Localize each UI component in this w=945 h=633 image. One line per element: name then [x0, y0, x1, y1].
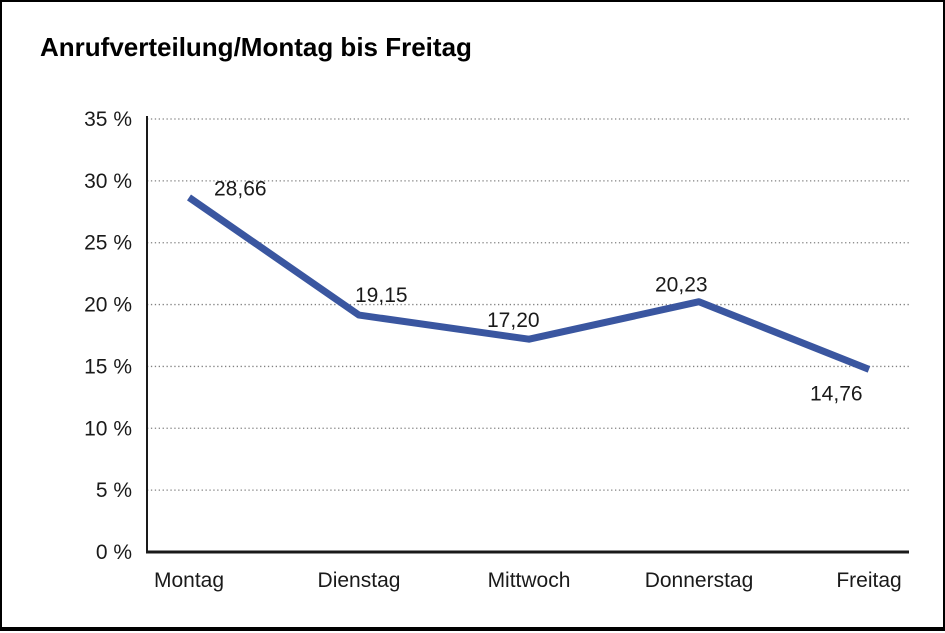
data-point-label: 28,66: [214, 177, 267, 200]
x-axis-label: Mittwoch: [488, 569, 571, 592]
x-axis-label: Donnerstag: [645, 569, 754, 592]
x-axis-label: Dienstag: [318, 569, 401, 592]
y-axis-tick-label: 35 %: [84, 108, 132, 131]
x-axis-label: Freitag: [836, 569, 901, 592]
data-point-label: 20,23: [655, 274, 708, 297]
y-axis-tick-label: 15 %: [84, 355, 132, 378]
chart-title: Anrufverteilung/Montag bis Freitag: [40, 32, 472, 62]
y-axis-tick-label: 20 %: [84, 294, 132, 317]
data-series-line: [187, 194, 871, 373]
y-axis-tick-label: 5 %: [96, 479, 132, 502]
data-point-label: 14,76: [810, 382, 863, 405]
y-axis-tick-label: 30 %: [84, 170, 132, 193]
data-point-label: 17,20: [487, 309, 540, 332]
y-axis-tick-label: 25 %: [84, 232, 132, 255]
x-axis-label: Montag: [154, 569, 224, 592]
data-point-label: 19,15: [355, 284, 408, 307]
y-axis-tick-label: 10 %: [84, 417, 132, 440]
y-axis-tick-label: 0 %: [96, 541, 132, 564]
